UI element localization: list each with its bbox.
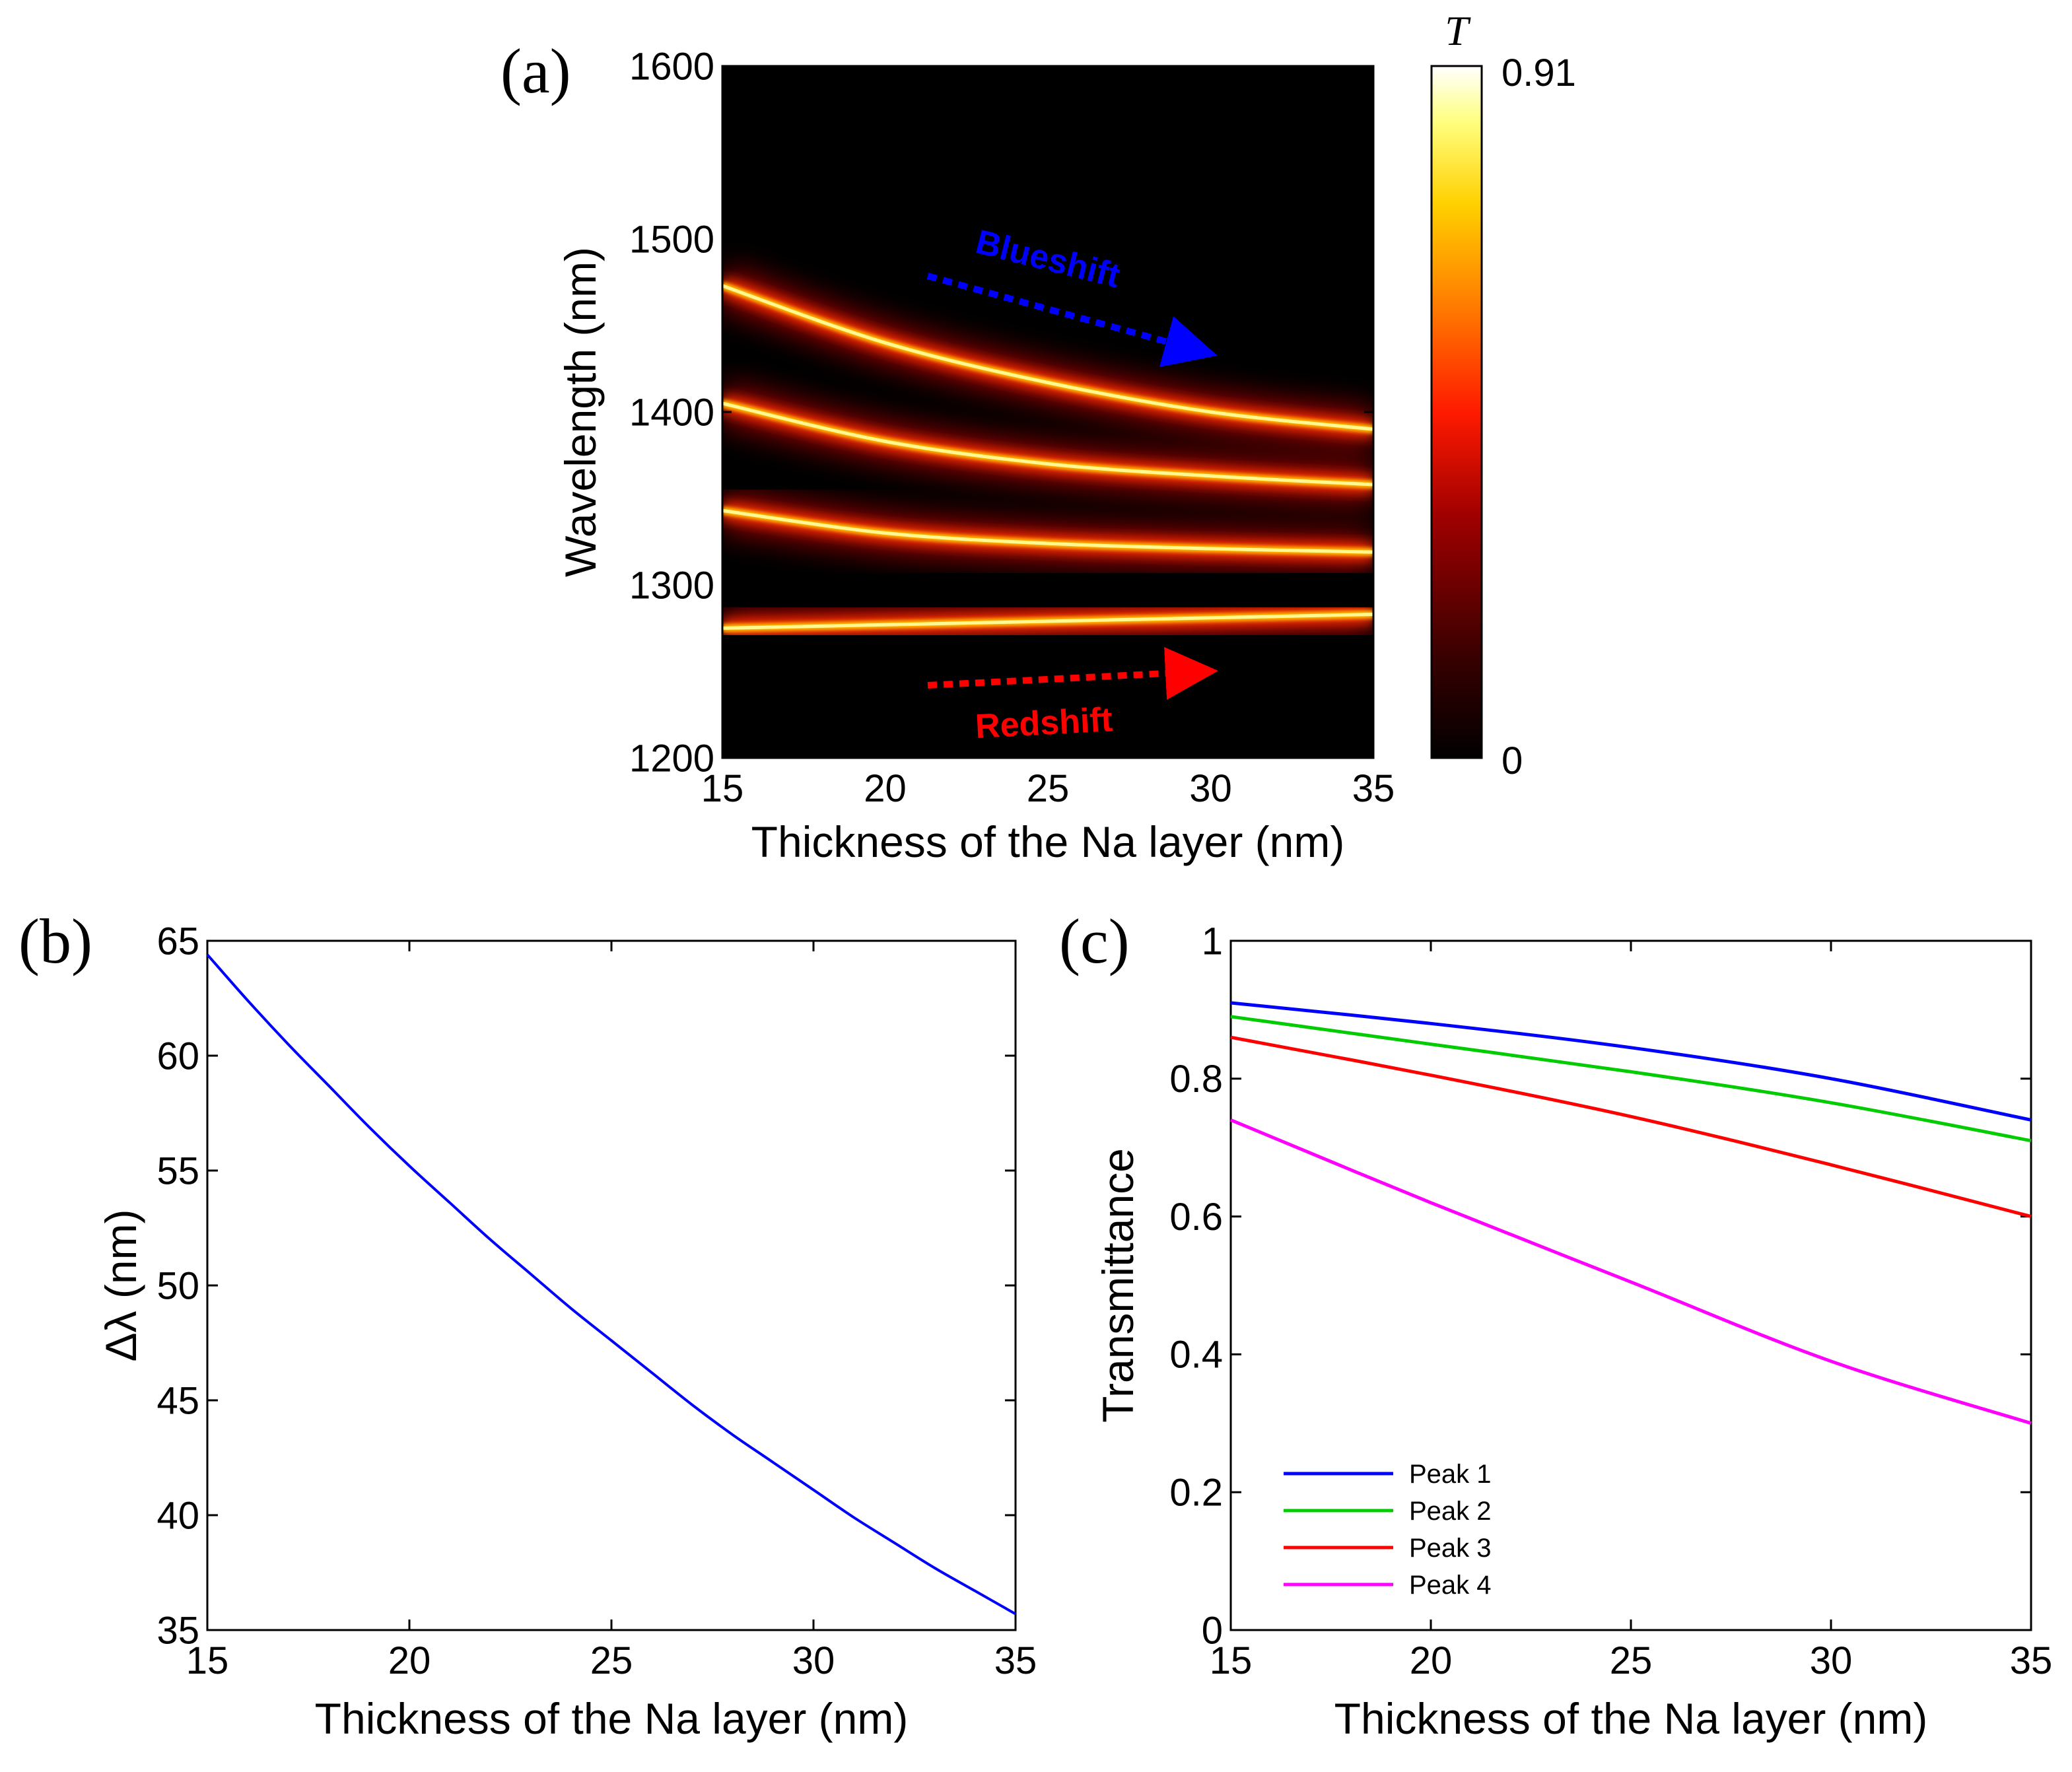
legend-label: Peak 1 [1409,1460,1492,1489]
heatmap-y-tick-label: 1200 [629,737,714,780]
panel-a-heatmap: (a) 15 20 25 30 35 1200 1300 1400 1500 1600 Thick… [501,7,1576,866]
heatmap-y-tick-label: 1600 [629,45,714,88]
heatmap-x-tick-label: 35 [1352,767,1395,810]
panel-c-x-axis-label: Thickness of the Na layer (nm) [1334,1694,1928,1743]
panel-c-y-tick-label: 0.8 [1169,1058,1223,1101]
panel-b-x-axis-label: Thickness of the Na layer (nm) [315,1694,909,1743]
panel-b-y-tick-label: 65 [156,920,199,963]
panel-b-label: (b) [18,906,92,976]
panel-c-y-tick-label: 0.6 [1169,1196,1223,1239]
panel-c-y-tick-label: 0 [1202,1609,1223,1652]
panel-b-y-tick-label: 55 [156,1149,199,1192]
heatmap-y-tick-label: 1500 [629,218,714,261]
panel-b-x-tick-label: 25 [590,1639,633,1682]
transmission-band-3 [722,491,1373,572]
heatmap-x-tick-label: 20 [864,767,907,810]
panel-c-y-tick-label: 0.2 [1169,1472,1223,1515]
panel-b-series [206,953,1016,1616]
panel-c-legend: Peak 1 Peak 2 Peak 3 Peak 4 [1284,1460,1492,1600]
band-peak [722,508,1373,554]
transmission-band-4 [722,594,1373,648]
panel-a-label: (a) [501,36,571,106]
colorbar [1430,65,1483,759]
redshift-annotation: Redshift [975,700,1114,746]
series-line-peak-3 [1230,1035,2032,1219]
series-line-peak-1 [1230,1001,2032,1122]
panel-b-x-tick-label: 30 [792,1639,835,1682]
legend-label: Peak 2 [1409,1497,1492,1526]
panel-c-x-tick-label: 30 [1810,1639,1853,1682]
legend-item: Peak 2 [1284,1497,1492,1526]
panel-b-y-tick-label: 35 [156,1609,199,1652]
colorbar-max-label: 0.91 [1502,51,1576,94]
panel-c-x-tick-label: 25 [1610,1639,1653,1682]
panel-b-y-tick-label: 40 [156,1494,199,1537]
heatmap-y-tick-label: 1300 [629,564,714,607]
legend-label: Peak 4 [1409,1571,1492,1600]
panel-c-y-axis-label: Transmittance [1093,1148,1142,1423]
panel-c-axis-ticks: 15 20 25 30 35 0 0.2 0.4 0.6 0.8 1 [1169,920,2052,1682]
heatmap-x-axis-label: Thickness of the Na layer (nm) [751,817,1345,866]
legend-item: Peak 1 [1284,1460,1492,1489]
legend-label: Peak 3 [1409,1534,1492,1563]
heatmap-bands [722,267,1373,648]
band-peak [722,401,1373,487]
panel-c-label: (c) [1059,906,1130,976]
redshift-arrow [927,647,1218,700]
heatmap-x-tick-label: 25 [1027,767,1070,810]
legend-item: Peak 3 [1284,1534,1492,1563]
panel-c-y-tick-label: 1 [1202,920,1223,963]
panel-b-y-tick-label: 50 [156,1264,199,1307]
band-peak [722,284,1373,431]
heatmap-y-tick-label: 1400 [629,391,714,434]
panel-c-x-tick-label: 15 [1210,1639,1253,1682]
panel-b-y-axis-label: Δλ (nm) [96,1209,145,1361]
panel-b-line-chart: (b) 15 20 25 30 35 35 40 45 50 55 60 65 Thickness o… [18,906,1037,1743]
panel-c-x-tick-label: 35 [2010,1639,2053,1682]
heatmap-y-axis-label: Wavelength (nm) [556,247,605,577]
panel-b-x-tick-label: 15 [186,1639,229,1682]
series-line-peak-2 [1230,1015,2032,1143]
delta-lambda-line [206,953,1016,1616]
panel-b-x-tick-label: 20 [388,1639,431,1682]
legend-item: Peak 4 [1284,1571,1492,1600]
band-peak [722,613,1373,630]
heatmap-x-tick-label: 30 [1189,767,1232,810]
panel-b-y-tick-label: 60 [156,1035,199,1077]
panel-c-series [1230,1001,2032,1425]
panel-c-frame [1229,939,2032,1631]
transmission-band-1 [722,267,1373,450]
panel-b-frame [206,939,1017,1631]
panel-b-axis-ticks: 15 20 25 30 35 35 40 45 50 55 60 65 [156,920,1037,1682]
panel-c-y-tick-label: 0.4 [1169,1334,1223,1377]
panel-b-y-tick-label: 45 [156,1379,199,1422]
panel-c-x-tick-label: 20 [1410,1639,1453,1682]
blueshift-arrow [926,273,1218,367]
panel-b-x-tick-label: 35 [994,1639,1037,1682]
heatmap-x-tick-label: 15 [701,767,744,810]
colorbar-min-label: 0 [1502,739,1523,782]
heatmap-axis-ticks: 15 20 25 30 35 1200 1300 1400 1500 1600 [629,45,1395,810]
transmission-band-2 [722,384,1373,504]
series-line-peak-4 [1230,1118,2032,1425]
colorbar-label: T [1445,7,1471,54]
